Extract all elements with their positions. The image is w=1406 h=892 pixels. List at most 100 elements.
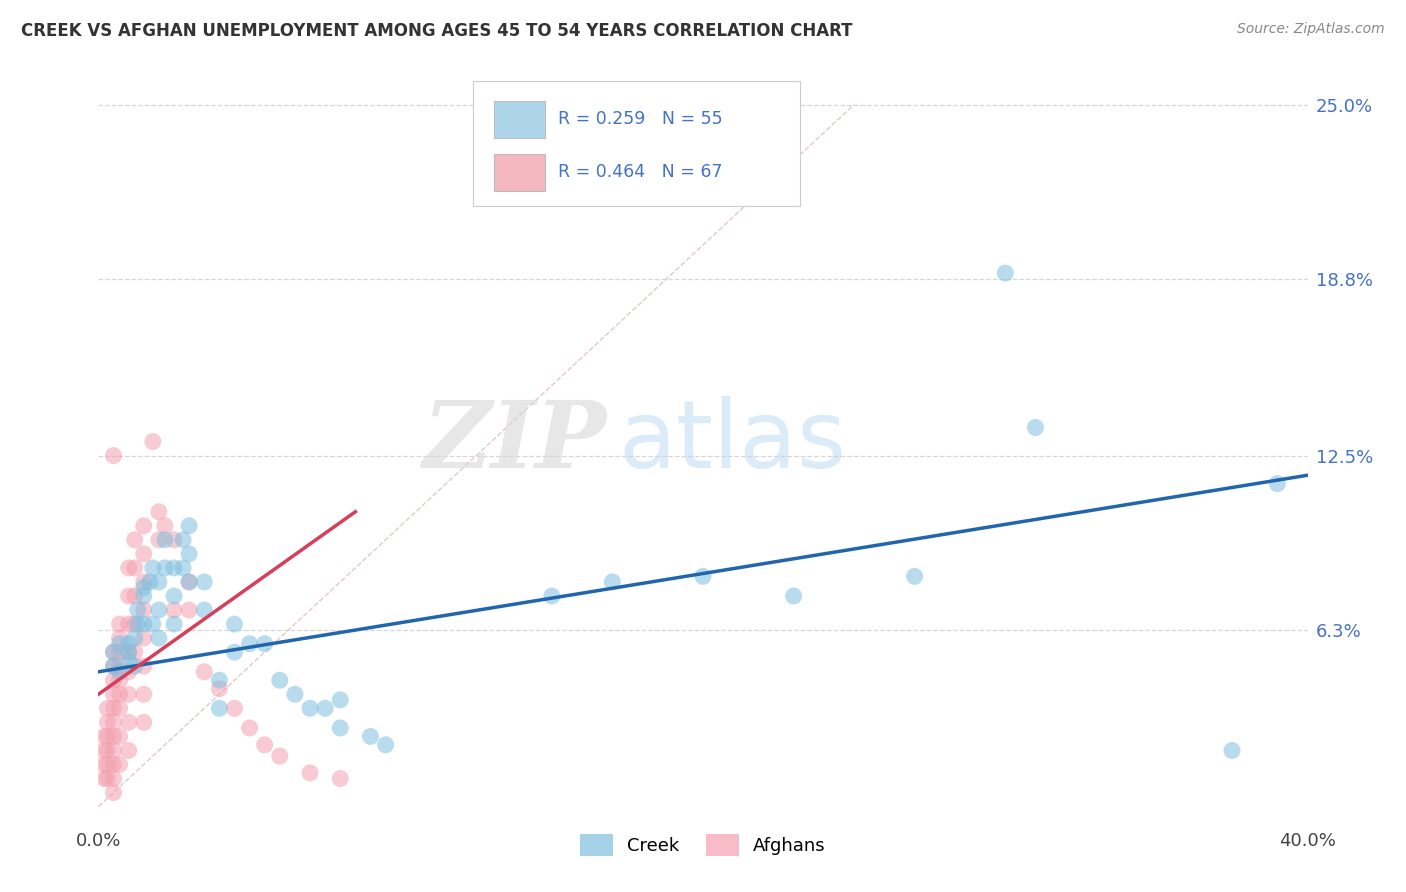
Point <box>96 772 118 786</box>
Point <box>127 617 149 632</box>
Point <box>124 631 146 645</box>
Point <box>329 693 352 707</box>
Point <box>142 617 165 632</box>
Text: ZIP: ZIP <box>422 397 606 486</box>
Point <box>224 617 246 632</box>
Legend: Creek, Afghans: Creek, Afghans <box>571 824 835 864</box>
Point <box>132 589 155 603</box>
Point <box>148 631 170 645</box>
Point <box>602 574 624 589</box>
Point <box>208 701 231 715</box>
Point <box>142 434 165 449</box>
Point <box>1024 420 1046 434</box>
Point <box>108 687 131 701</box>
Point <box>148 603 170 617</box>
Point <box>179 518 201 533</box>
Point <box>118 715 141 730</box>
Point <box>108 645 131 659</box>
Point <box>118 589 141 603</box>
Point <box>103 659 125 673</box>
Point <box>96 757 118 772</box>
Point <box>193 603 215 617</box>
Point <box>208 673 231 688</box>
Point <box>103 730 125 744</box>
Point <box>132 715 155 730</box>
Point <box>108 659 131 673</box>
Point <box>314 701 336 715</box>
Point <box>132 547 155 561</box>
Point <box>132 617 155 632</box>
Point <box>118 645 141 659</box>
Point <box>224 701 246 715</box>
Point <box>108 730 131 744</box>
Point <box>163 589 186 603</box>
Point <box>179 603 201 617</box>
Text: atlas: atlas <box>619 395 846 488</box>
Point <box>103 673 125 688</box>
Point <box>239 721 262 735</box>
Point <box>103 701 125 715</box>
Point <box>179 574 201 589</box>
Point <box>132 687 155 701</box>
Point <box>118 561 141 575</box>
Point <box>193 665 215 679</box>
Text: R = 0.464   N = 67: R = 0.464 N = 67 <box>558 163 723 181</box>
Point <box>153 561 176 575</box>
Text: CREEK VS AFGHAN UNEMPLOYMENT AMONG AGES 45 TO 54 YEARS CORRELATION CHART: CREEK VS AFGHAN UNEMPLOYMENT AMONG AGES … <box>21 22 852 40</box>
Point <box>148 533 170 547</box>
FancyBboxPatch shape <box>494 154 544 191</box>
Point <box>103 687 125 701</box>
Point <box>118 637 141 651</box>
FancyBboxPatch shape <box>474 81 800 207</box>
Point <box>108 617 131 632</box>
Point <box>163 617 186 632</box>
Point <box>103 645 125 659</box>
Point <box>93 772 115 786</box>
Point <box>540 589 562 603</box>
Point <box>224 645 246 659</box>
Point <box>124 645 146 659</box>
Point <box>118 687 141 701</box>
Point <box>124 589 146 603</box>
Point <box>329 772 352 786</box>
Point <box>108 665 131 679</box>
Point <box>132 581 155 595</box>
Point <box>132 603 155 617</box>
Point <box>329 721 352 735</box>
Point <box>1220 743 1243 757</box>
Point <box>374 738 396 752</box>
Point <box>299 701 322 715</box>
Point <box>904 569 927 583</box>
Point <box>96 743 118 757</box>
Point <box>103 786 125 800</box>
Point <box>93 743 115 757</box>
Text: Source: ZipAtlas.com: Source: ZipAtlas.com <box>1237 22 1385 37</box>
Point <box>153 518 176 533</box>
Point <box>153 533 176 547</box>
Point <box>108 673 131 688</box>
Point <box>783 589 806 603</box>
Point <box>93 730 115 744</box>
FancyBboxPatch shape <box>494 101 544 137</box>
Point <box>172 561 194 575</box>
Point <box>118 665 141 679</box>
Point <box>93 757 115 772</box>
Point <box>179 547 201 561</box>
Point <box>692 569 714 583</box>
Point <box>132 631 155 645</box>
Point <box>284 687 307 701</box>
Point <box>127 603 149 617</box>
Point <box>208 681 231 696</box>
Point <box>132 659 155 673</box>
Point <box>299 765 322 780</box>
Point <box>124 617 146 632</box>
Text: R = 0.259   N = 55: R = 0.259 N = 55 <box>558 111 723 128</box>
Point <box>172 533 194 547</box>
Point <box>103 659 125 673</box>
Point <box>269 673 291 688</box>
Point <box>103 449 125 463</box>
Point <box>124 533 146 547</box>
Point <box>96 701 118 715</box>
Point <box>1267 476 1289 491</box>
Point <box>103 757 125 772</box>
